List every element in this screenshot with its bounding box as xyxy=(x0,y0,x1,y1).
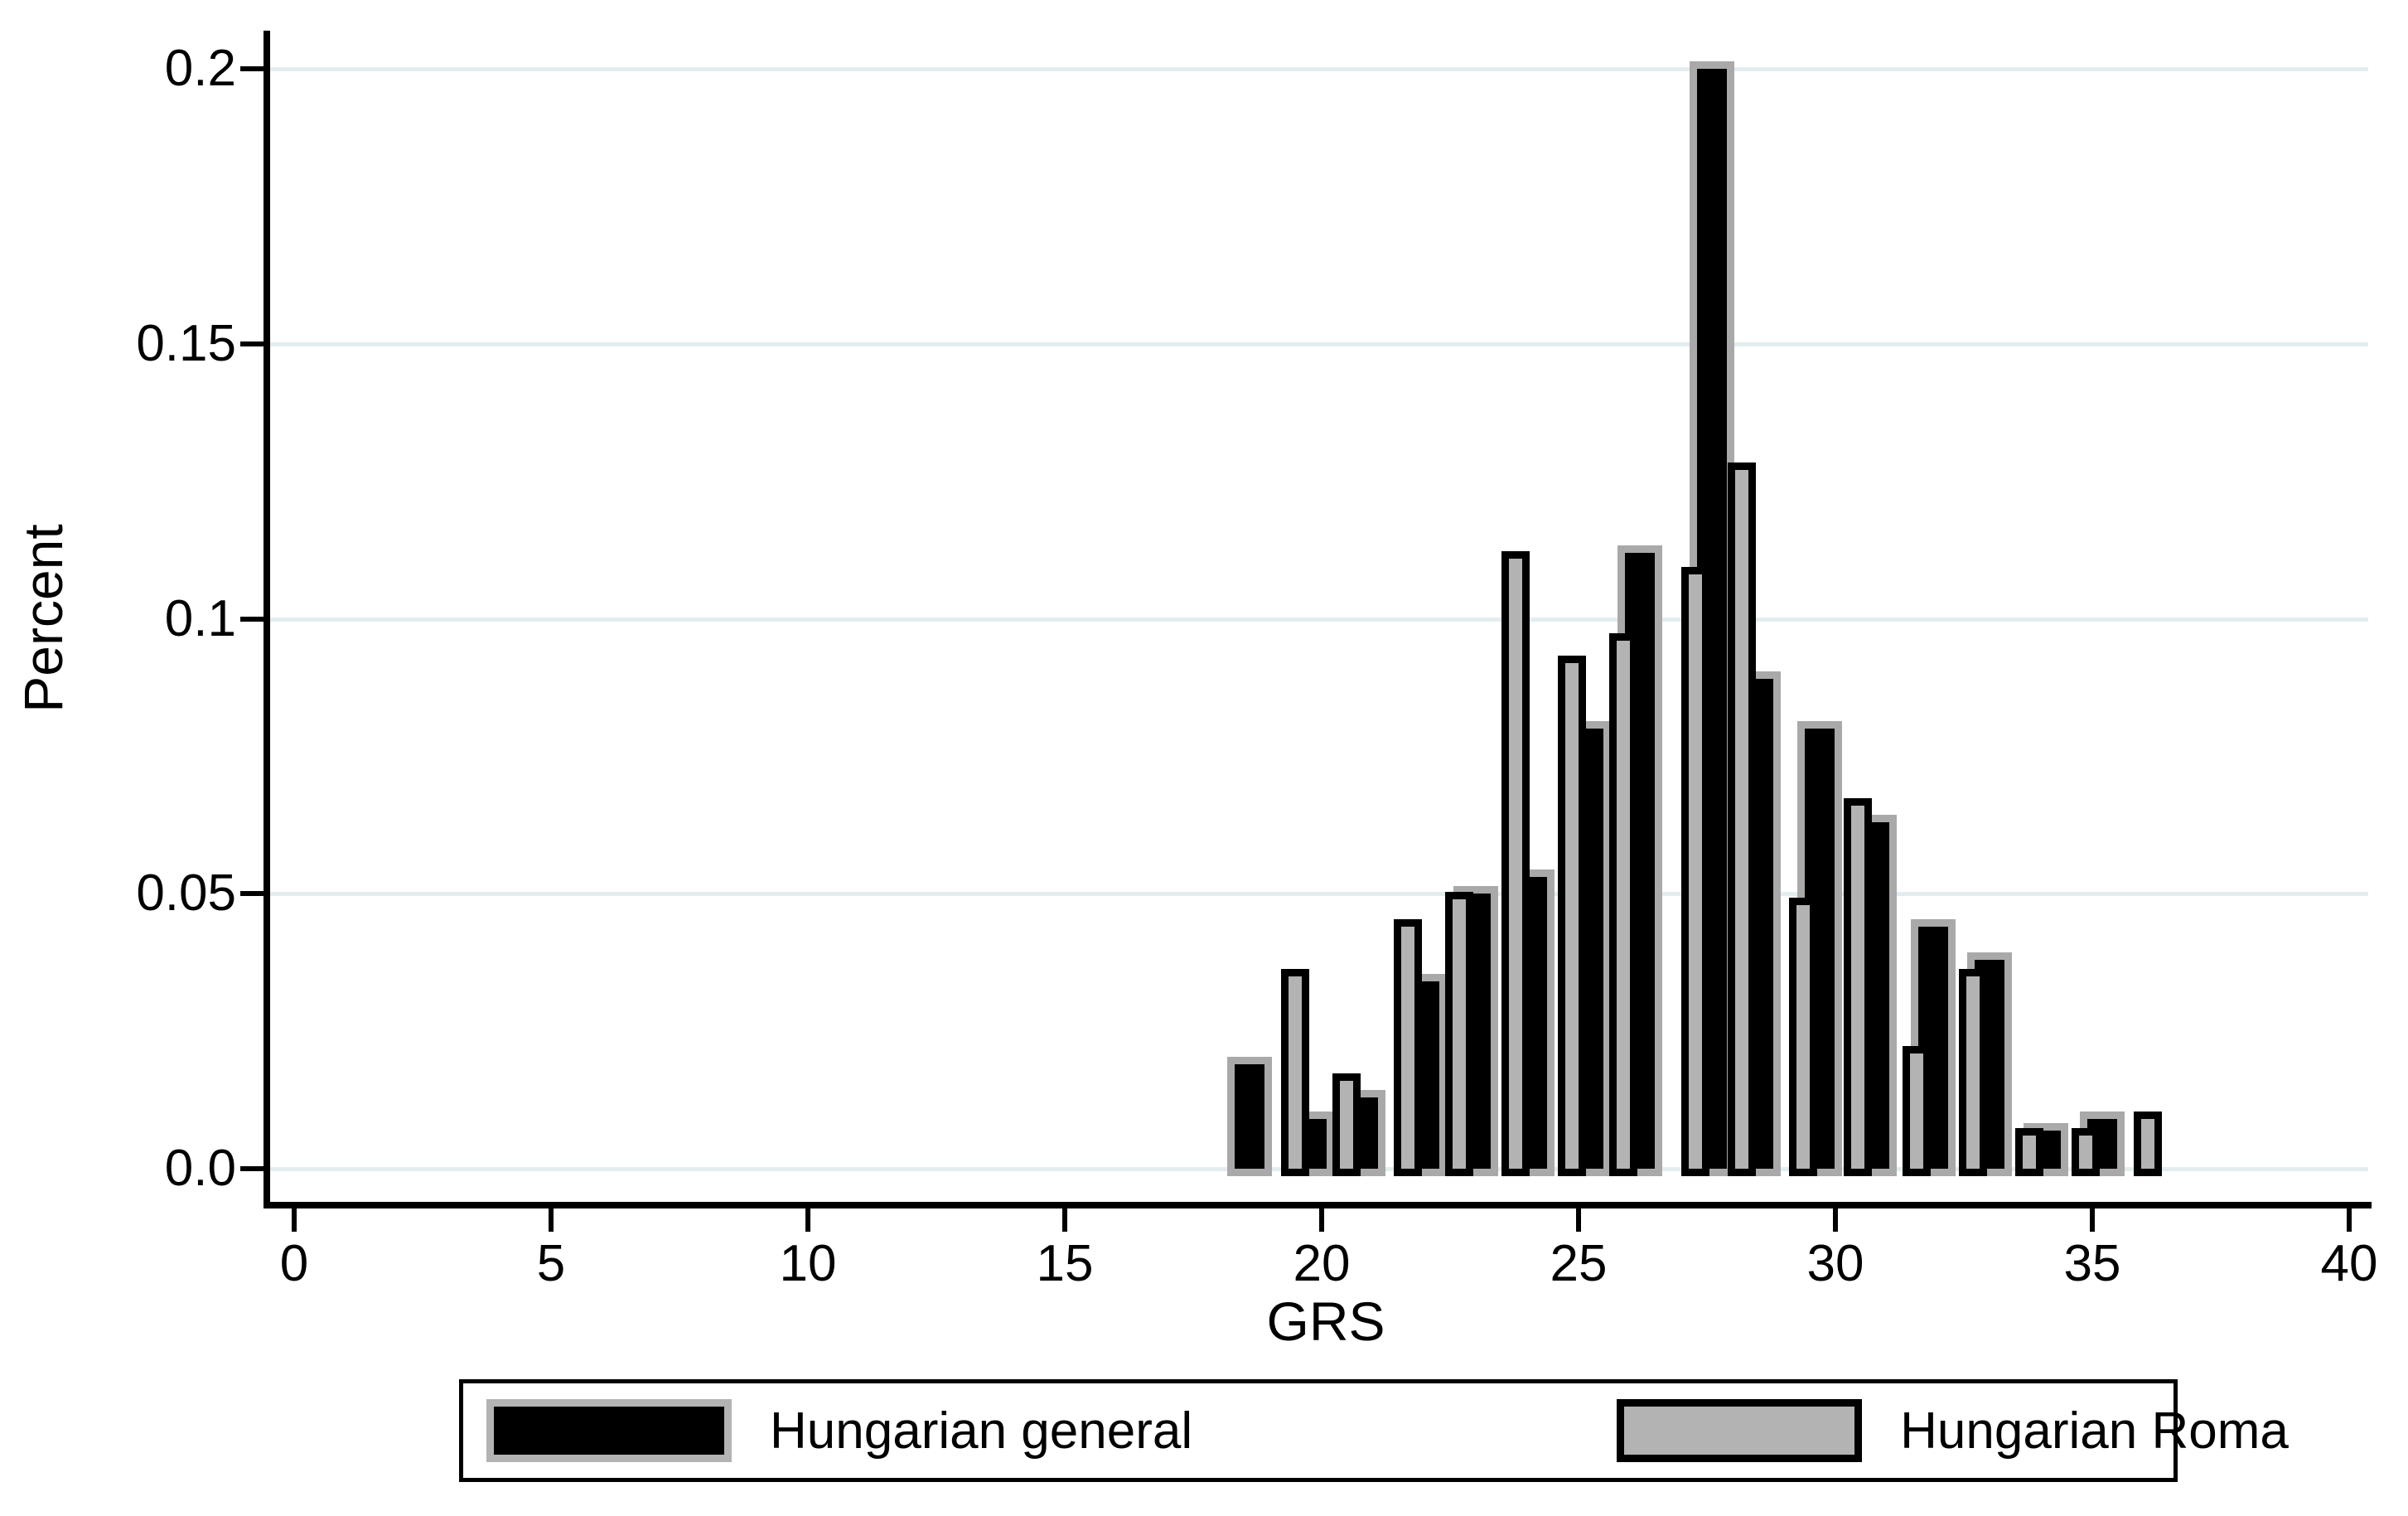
bar-hungarian-roma xyxy=(1789,898,1817,1176)
x-tick-label: 35 xyxy=(2063,1235,2121,1292)
bar-hungarian-roma xyxy=(1681,567,1709,1176)
bar-hungarian-roma xyxy=(2072,1128,2100,1176)
y-tick-label: 0.0 xyxy=(164,1140,236,1197)
legend-label-roma: Hungarian Roma xyxy=(1900,1402,2289,1460)
y-tick-label: 0.05 xyxy=(136,865,236,922)
x-tick xyxy=(292,1208,297,1232)
legend-label-general: Hungarian general xyxy=(770,1402,1193,1460)
x-tick-label: 40 xyxy=(2320,1235,2378,1292)
bar-hungarian-roma xyxy=(1501,551,1530,1176)
x-tick-label: 30 xyxy=(1806,1235,1864,1292)
gridline xyxy=(270,67,2368,71)
x-axis-line xyxy=(264,1202,2372,1208)
x-tick-label: 10 xyxy=(779,1235,837,1292)
bar-hungarian-roma xyxy=(1959,969,1987,1176)
bar-hungarian-roma xyxy=(1903,1046,1931,1176)
x-tick-label: 15 xyxy=(1036,1235,1094,1292)
y-tick xyxy=(240,617,267,622)
y-tick-label: 0.15 xyxy=(136,315,236,372)
gridline xyxy=(270,892,2368,896)
bar-hungarian-roma xyxy=(1728,463,1756,1176)
x-tick xyxy=(1062,1208,1067,1232)
bar-hungarian-roma xyxy=(2015,1128,2043,1176)
legend: Hungarian general Hungarian Roma xyxy=(459,1379,2289,1482)
x-tick-label: 0 xyxy=(279,1235,309,1292)
y-tick xyxy=(240,1166,267,1171)
bar-hungarian-roma xyxy=(1445,892,1473,1176)
y-tick xyxy=(240,891,267,896)
x-tick xyxy=(2090,1208,2095,1232)
bar-hungarian-roma xyxy=(1332,1073,1361,1176)
bar-hungarian-roma xyxy=(1609,633,1637,1176)
y-tick xyxy=(240,66,267,71)
x-tick-label: 5 xyxy=(536,1235,566,1292)
gridline xyxy=(270,342,2368,346)
legend-entry-roma: Hungarian Roma xyxy=(1192,1399,2289,1462)
y-axis-line xyxy=(264,31,270,1208)
x-tick xyxy=(1576,1208,1581,1232)
x-tick-label: 25 xyxy=(1550,1235,1608,1292)
bar-hungarian-roma xyxy=(2134,1112,2162,1176)
y-tick-label: 0.1 xyxy=(164,590,236,647)
gridline xyxy=(270,618,2368,622)
x-tick xyxy=(549,1208,554,1232)
x-tick xyxy=(805,1208,810,1232)
bar-hungarian-general xyxy=(1227,1057,1272,1176)
x-axis-title: GRS xyxy=(1266,1291,1385,1352)
x-tick-label: 20 xyxy=(1293,1235,1351,1292)
y-axis-title: Percent xyxy=(12,524,74,713)
x-tick xyxy=(1833,1208,1838,1232)
legend-swatch-roma-icon xyxy=(1617,1399,1863,1462)
bar-hungarian-roma xyxy=(1558,656,1586,1176)
x-tick xyxy=(1319,1208,1324,1232)
legend-swatch-general-icon xyxy=(486,1399,732,1462)
bar-hungarian-roma xyxy=(1394,919,1422,1176)
x-tick xyxy=(2347,1208,2352,1232)
y-tick xyxy=(240,341,267,346)
y-tick-label: 0.2 xyxy=(164,40,236,97)
bar-hungarian-roma xyxy=(1281,969,1309,1176)
bar-hungarian-roma xyxy=(1844,798,1872,1176)
legend-entry-general: Hungarian general xyxy=(463,1399,1192,1462)
